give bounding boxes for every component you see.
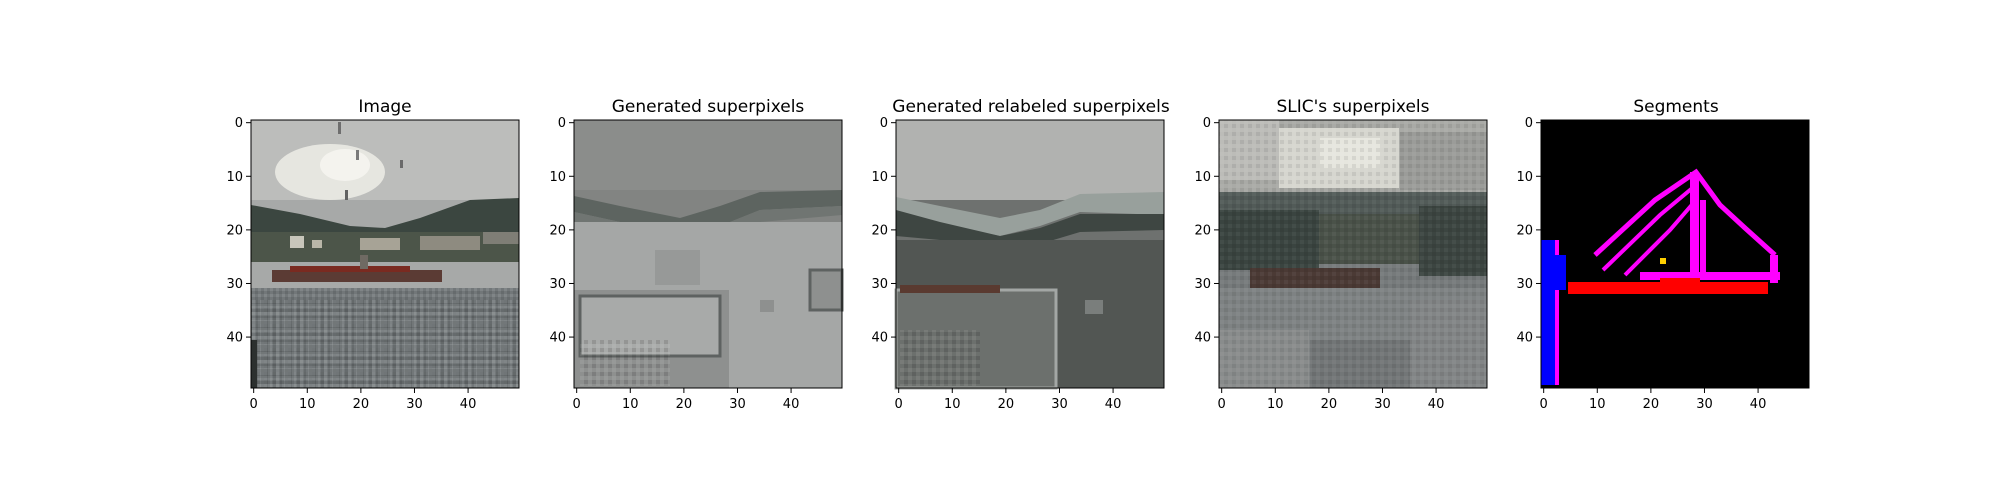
- panel-segments: Segments: [1540, 97, 1810, 389]
- y-tick-label: 30: [871, 277, 888, 292]
- y-tick-label: 20: [1516, 223, 1533, 238]
- panel-relabeled: Generated relabeled superpixels: [892, 97, 1170, 390]
- panel-slic: SLIC's superpixels: [1218, 97, 1488, 389]
- image-pixels: [251, 120, 519, 388]
- y-tick-label: 0: [1203, 116, 1211, 131]
- x-tick-label: 0: [1218, 397, 1226, 412]
- y-tick-label: 40: [226, 331, 243, 346]
- x-tick-label: 20: [1321, 397, 1338, 412]
- x-tick-label: 30: [1374, 397, 1391, 412]
- x-tick-label: 30: [1051, 397, 1068, 412]
- y-tick-label: 0: [1525, 116, 1533, 131]
- x-tick-label: 10: [622, 397, 639, 412]
- slic-superpixel-map: [1219, 120, 1487, 388]
- x-tick-label: 0: [573, 397, 581, 412]
- y-tick-label: 40: [1516, 331, 1533, 346]
- y-tick-label: 40: [1194, 331, 1211, 346]
- segments-frame: [1540, 119, 1810, 389]
- x-tick-label: 20: [1643, 397, 1660, 412]
- x-tick-label: 40: [783, 397, 800, 412]
- y-tick-label: 0: [880, 116, 888, 131]
- relabeled-frame: [895, 119, 1165, 389]
- y-tick-label: 0: [235, 116, 243, 131]
- relabeled-superpixel-map: [894, 120, 1164, 390]
- x-tick-label: 0: [1540, 397, 1548, 412]
- y-tick-label: 10: [871, 170, 888, 185]
- panel-title-image: Image: [358, 97, 411, 117]
- x-tick-label: 30: [729, 397, 746, 412]
- panel-generated: Generated superpixels: [573, 97, 844, 389]
- y-tick-label: 30: [1194, 277, 1211, 292]
- x-tick-label: 10: [944, 397, 961, 412]
- x-tick-label: 20: [353, 397, 370, 412]
- x-tick-label: 20: [998, 397, 1015, 412]
- x-tick-label: 30: [406, 397, 423, 412]
- y-tick-label: 30: [549, 277, 566, 292]
- image-frame: [250, 119, 520, 389]
- y-tick-label: 10: [549, 170, 566, 185]
- generated-frame: [573, 119, 843, 389]
- x-tick-label: 40: [1428, 397, 1445, 412]
- x-tick-label: 30: [1696, 397, 1713, 412]
- y-tick-label: 10: [1516, 170, 1533, 185]
- y-tick-label: 10: [1194, 170, 1211, 185]
- y-tick-label: 0: [558, 116, 566, 131]
- y-tick-label: 30: [1516, 277, 1533, 292]
- x-tick-label: 40: [1750, 397, 1767, 412]
- y-tick-label: 20: [1194, 223, 1211, 238]
- y-tick-label: 10: [226, 170, 243, 185]
- x-tick-label: 20: [676, 397, 693, 412]
- x-tick-label: 0: [895, 397, 903, 412]
- x-tick-label: 40: [460, 397, 477, 412]
- y-tick-label: 20: [549, 223, 566, 238]
- segments-map: [1541, 120, 1809, 388]
- x-tick-label: 10: [1267, 397, 1284, 412]
- x-tick-label: 0: [250, 397, 258, 412]
- y-tick-label: 20: [226, 223, 243, 238]
- panel-title-generated: Generated superpixels: [612, 97, 805, 117]
- y-tick-label: 40: [871, 331, 888, 346]
- y-tick-label: 30: [226, 277, 243, 292]
- panel-title-segments: Segments: [1633, 97, 1719, 117]
- x-tick-label: 40: [1105, 397, 1122, 412]
- panel-title-slic: SLIC's superpixels: [1276, 97, 1429, 117]
- y-tick-label: 20: [871, 223, 888, 238]
- panel-title-relabeled: Generated relabeled superpixels: [892, 97, 1170, 117]
- generated-superpixel-map: [574, 120, 844, 388]
- axes-layer: 0 10 20 30 40 0 10 20 30 40 0 10 20 30 40 0 10 20 30 40 0 10 2…: [226, 116, 1766, 412]
- x-tick-label: 10: [299, 397, 316, 412]
- slic-frame: [1218, 119, 1488, 389]
- y-tick-label: 40: [549, 331, 566, 346]
- panel-image: Image: [250, 97, 520, 389]
- x-tick-label: 10: [1589, 397, 1606, 412]
